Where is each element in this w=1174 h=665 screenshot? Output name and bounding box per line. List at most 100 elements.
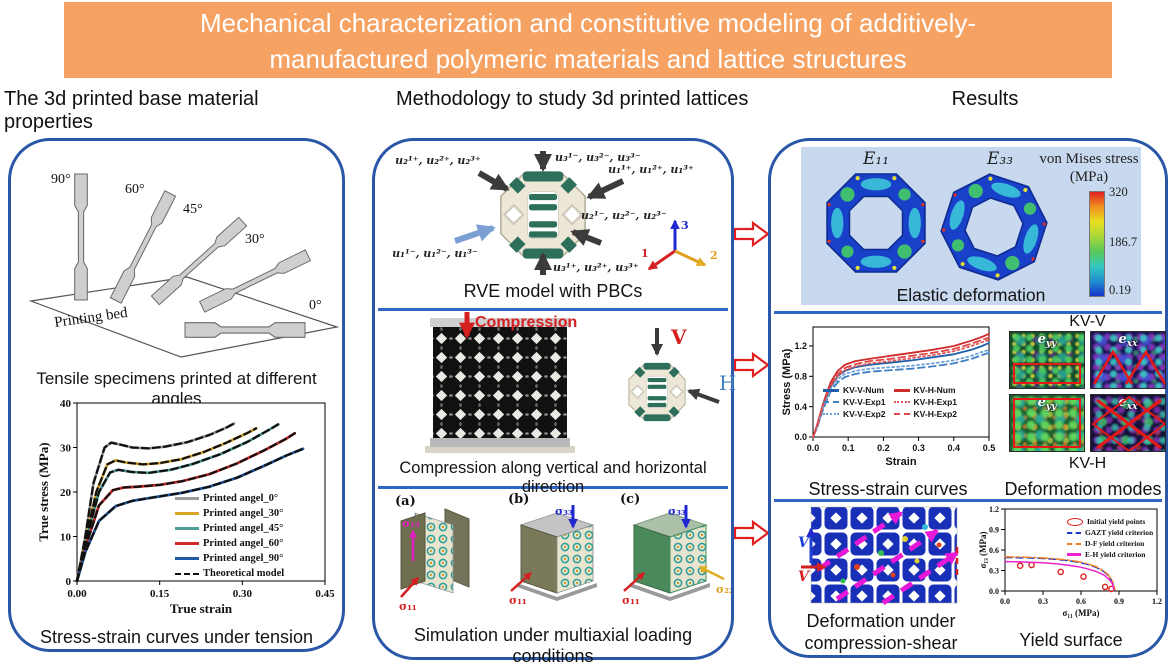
chart-text: 0.0 xyxy=(794,432,807,442)
chart-text: 0.9 xyxy=(1114,597,1124,606)
chart-text: 40 xyxy=(60,398,72,410)
title-line-1: Mechanical characterization and constitu… xyxy=(199,8,977,38)
kvv-label: KV-V xyxy=(1069,313,1106,330)
h-direction-label: H xyxy=(719,371,736,395)
chart-text: 0.6 xyxy=(989,546,999,555)
legend-item: D-F yield criterion xyxy=(1067,539,1153,548)
simulation-case-a: σ₁₃ σ₁₁ xyxy=(399,508,470,613)
sigma22-label: σ₂₂ xyxy=(716,583,731,596)
legend-swatch-icon xyxy=(175,512,199,515)
legend-swatch-icon xyxy=(1067,553,1081,556)
legend-label: Printed angel_0° xyxy=(203,493,279,504)
legend-label: KV-H-Exp2 xyxy=(913,409,957,419)
chart-text: 0.5 xyxy=(983,443,996,453)
curves-caption: Stress-strain curves xyxy=(808,479,968,499)
chart-text: 0.6 xyxy=(1076,597,1086,606)
chart-polyline xyxy=(75,432,296,583)
shear-band-line-3 xyxy=(881,550,959,606)
legend-swatch-icon xyxy=(1067,542,1081,545)
sigma22-arrow-icon xyxy=(698,565,725,581)
middle-column-header: Methodology to study 3d printed lattices xyxy=(396,88,749,110)
legend-item: KV-H-Num xyxy=(893,385,957,395)
yield-chart-wrap: 0.0 0.3 0.6 0.9 1.2 0.0 0.3 0.6 0.9 1.2 σ₁₁ (MPa) σ… xyxy=(975,503,1165,621)
lattice-stress-strain-chart: 0.0 0.1 0.2 0.3 0.4 0.5 0.0 0.4 0.8 1.2 Strain Stre… xyxy=(781,326,996,468)
tension-stress-strain-chart: 0.00 0.15 0.30 0.45 0 10 20 30 40 True strain True… xyxy=(36,398,335,616)
compression-shear-image: V V xyxy=(798,506,959,606)
angle-label-60: 60° xyxy=(125,182,145,197)
compression-label: Compression xyxy=(475,314,577,331)
dic-image-kvh-eyy: eyy xyxy=(1009,394,1085,452)
left-column-header: The 3d printed base material properties xyxy=(4,88,259,133)
flow-arrow-1-icon xyxy=(734,221,770,247)
angle-label-30: 30° xyxy=(245,232,265,247)
sub-label-c: (c) xyxy=(620,492,640,507)
specimen-0deg xyxy=(184,322,306,338)
axis-2-label: 2 xyxy=(710,249,718,262)
horizontal-load-arrow-icon xyxy=(687,388,720,404)
legend-swatch-icon xyxy=(823,388,839,392)
chart-polyline xyxy=(75,427,258,583)
legend-swatch-icon xyxy=(1067,517,1083,526)
pbc-arrow-lower-left-icon xyxy=(454,224,496,244)
pbc-arrow-mid-right-icon xyxy=(570,229,603,246)
chart-text: 0.4 xyxy=(794,402,807,412)
legend-swatch-icon xyxy=(893,413,910,415)
chart-text: 1.2 xyxy=(1152,597,1162,606)
chart-circle xyxy=(1016,562,1024,570)
lattice-chart-legend: KV-V-Num KV-H-Num KV-V-Exp1 KV-H-Exp1 KV-V-E… xyxy=(823,385,957,419)
chart-text: σ₁₁ (MPa) xyxy=(1062,608,1099,618)
legend-label: Printed angel_45° xyxy=(203,523,284,534)
chart-polyline xyxy=(75,447,305,583)
legend-item: Printed angel_0° xyxy=(175,493,284,504)
base-material-panel: 90° 60° 45° 30° 0° Printing bed Tensile … xyxy=(8,138,345,652)
colorbar-max: 320 xyxy=(1109,185,1128,199)
angle-label-45: 45° xyxy=(183,202,203,217)
chart-text: Strain xyxy=(885,456,916,468)
yield-surface-chart: 0.0 0.3 0.6 0.9 1.2 0.0 0.3 0.6 0.9 1.2 σ₁₁ (MPa) σ… xyxy=(978,505,1162,618)
chart-rect xyxy=(812,326,990,438)
pbc-arrow-upper-left-icon xyxy=(477,170,510,192)
chart-text: 0.3 xyxy=(1038,597,1048,606)
tension-chart-legend: Printed angel_0° Printed angel_30° Printed… xyxy=(175,493,284,579)
legend-label: Printed angel_90° xyxy=(203,553,284,564)
legend-swatch-icon xyxy=(823,413,839,415)
legend-label: Printed angel_60° xyxy=(203,538,284,549)
sheared-lattice xyxy=(810,506,958,604)
axis-1-label: 1 xyxy=(641,247,649,260)
legend-label: D-F yield criterion xyxy=(1085,539,1145,548)
angle-label-90: 90° xyxy=(51,172,71,187)
shear-band-line-2 xyxy=(835,528,939,602)
modes-caption: Deformation modes xyxy=(1004,479,1162,499)
dic-image-kvv-exx: exx xyxy=(1090,331,1166,389)
sigma11-arrow-a-icon xyxy=(400,577,419,598)
chart-text: 0.2 xyxy=(877,443,890,453)
chart-text: 0.8 xyxy=(794,371,807,381)
chart-text: 30 xyxy=(60,442,72,454)
legend-item: Theoretical model xyxy=(175,568,284,579)
legend-item: KV-H-Exp1 xyxy=(893,397,957,407)
specimen-90deg xyxy=(74,173,88,301)
chart-text: Stress (MPa) xyxy=(781,348,793,415)
sigma11-label-b: σ₁₁ xyxy=(509,594,527,607)
flow-arrow-3-icon xyxy=(734,520,770,546)
angle-label-0: 0° xyxy=(309,298,322,313)
legend-label: KV-V-Exp2 xyxy=(843,409,886,419)
legend-label: GAZT yield criterion xyxy=(1085,528,1154,537)
right-divider-1 xyxy=(774,311,1162,314)
chart-circle xyxy=(1080,573,1087,580)
title-banner: Mechanical characterization and constitu… xyxy=(64,2,1112,78)
legend-item: Printed angel_60° xyxy=(175,538,284,549)
right-column-header: Results xyxy=(951,88,1019,110)
von-mises-lattices xyxy=(826,164,1056,283)
simulation-case-b: σ₃₃ σ₁₁ xyxy=(509,505,597,607)
chart-text: 0.1 xyxy=(842,443,855,453)
sigma11-arrow-c-icon xyxy=(623,572,645,592)
tensile-specimens-diagram: 90° 60° 45° 30° 0° Printing bed xyxy=(28,172,340,358)
colorbar-mid: 186.7 xyxy=(1109,235,1138,249)
bottom-platen xyxy=(430,438,570,447)
tension-chart-wrap: 0.00 0.15 0.30 0.45 0 10 20 30 40 True strain True… xyxy=(36,393,337,625)
legend-item: KV-V-Num xyxy=(823,385,886,395)
tension-chart-caption: Stress-strain curves under tension xyxy=(39,627,314,647)
rve-model-diagram: u₃¹⁻, u₃²⁻, u₃³⁻ u₂¹⁺, u₂²⁺, u₂³⁺ u₁¹⁺, … xyxy=(392,151,718,275)
chart-text: 0.00 xyxy=(67,588,87,600)
